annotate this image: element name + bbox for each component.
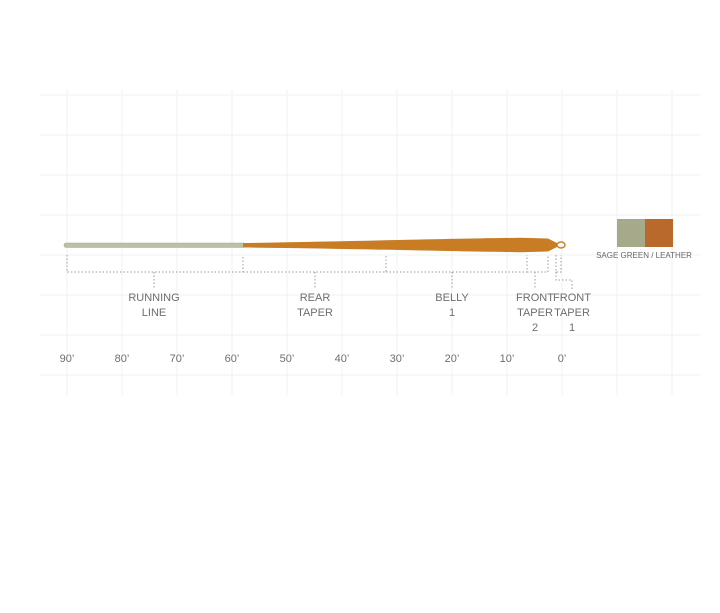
legend-swatch bbox=[645, 219, 673, 247]
segment-label: 1 bbox=[449, 307, 455, 319]
scale-label: 60’ bbox=[225, 353, 240, 365]
segment-label: LINE bbox=[142, 307, 166, 319]
welded-loop bbox=[556, 241, 566, 249]
scale-label: 50’ bbox=[280, 353, 295, 365]
scale-label: 40’ bbox=[335, 353, 350, 365]
segment-brackets bbox=[66, 255, 573, 289]
segment-label: FRONT bbox=[516, 292, 554, 304]
segment-label: REAR bbox=[300, 292, 331, 304]
scale-label: 90’ bbox=[60, 353, 75, 365]
segment-label: BELLY bbox=[435, 292, 469, 304]
scale-label: 10’ bbox=[500, 353, 515, 365]
scale-label: 80’ bbox=[115, 353, 130, 365]
segment-label: 2 bbox=[532, 322, 538, 334]
segment-label: TAPER bbox=[297, 307, 333, 319]
running-line bbox=[63, 242, 246, 248]
scale-label: 30’ bbox=[390, 353, 405, 365]
distance-scale: 90’ 80’ 70’ 60’ 50’ 40’ 30’ 20’ 10’ 0’ bbox=[60, 353, 567, 365]
segment-label: TAPER bbox=[517, 307, 553, 319]
scale-label: 70’ bbox=[170, 353, 185, 365]
segment-label: 1 bbox=[569, 322, 575, 334]
scale-label: 0’ bbox=[558, 353, 567, 365]
legend-swatch bbox=[617, 219, 645, 247]
legend-label: SAGE GREEN / LEATHER bbox=[596, 251, 692, 260]
segment-label: TAPER bbox=[554, 307, 590, 319]
taper-body bbox=[243, 237, 557, 253]
segment-label: FRONT bbox=[553, 292, 591, 304]
scale-label: 20’ bbox=[445, 353, 460, 365]
segment-label: RUNNING bbox=[128, 292, 179, 304]
